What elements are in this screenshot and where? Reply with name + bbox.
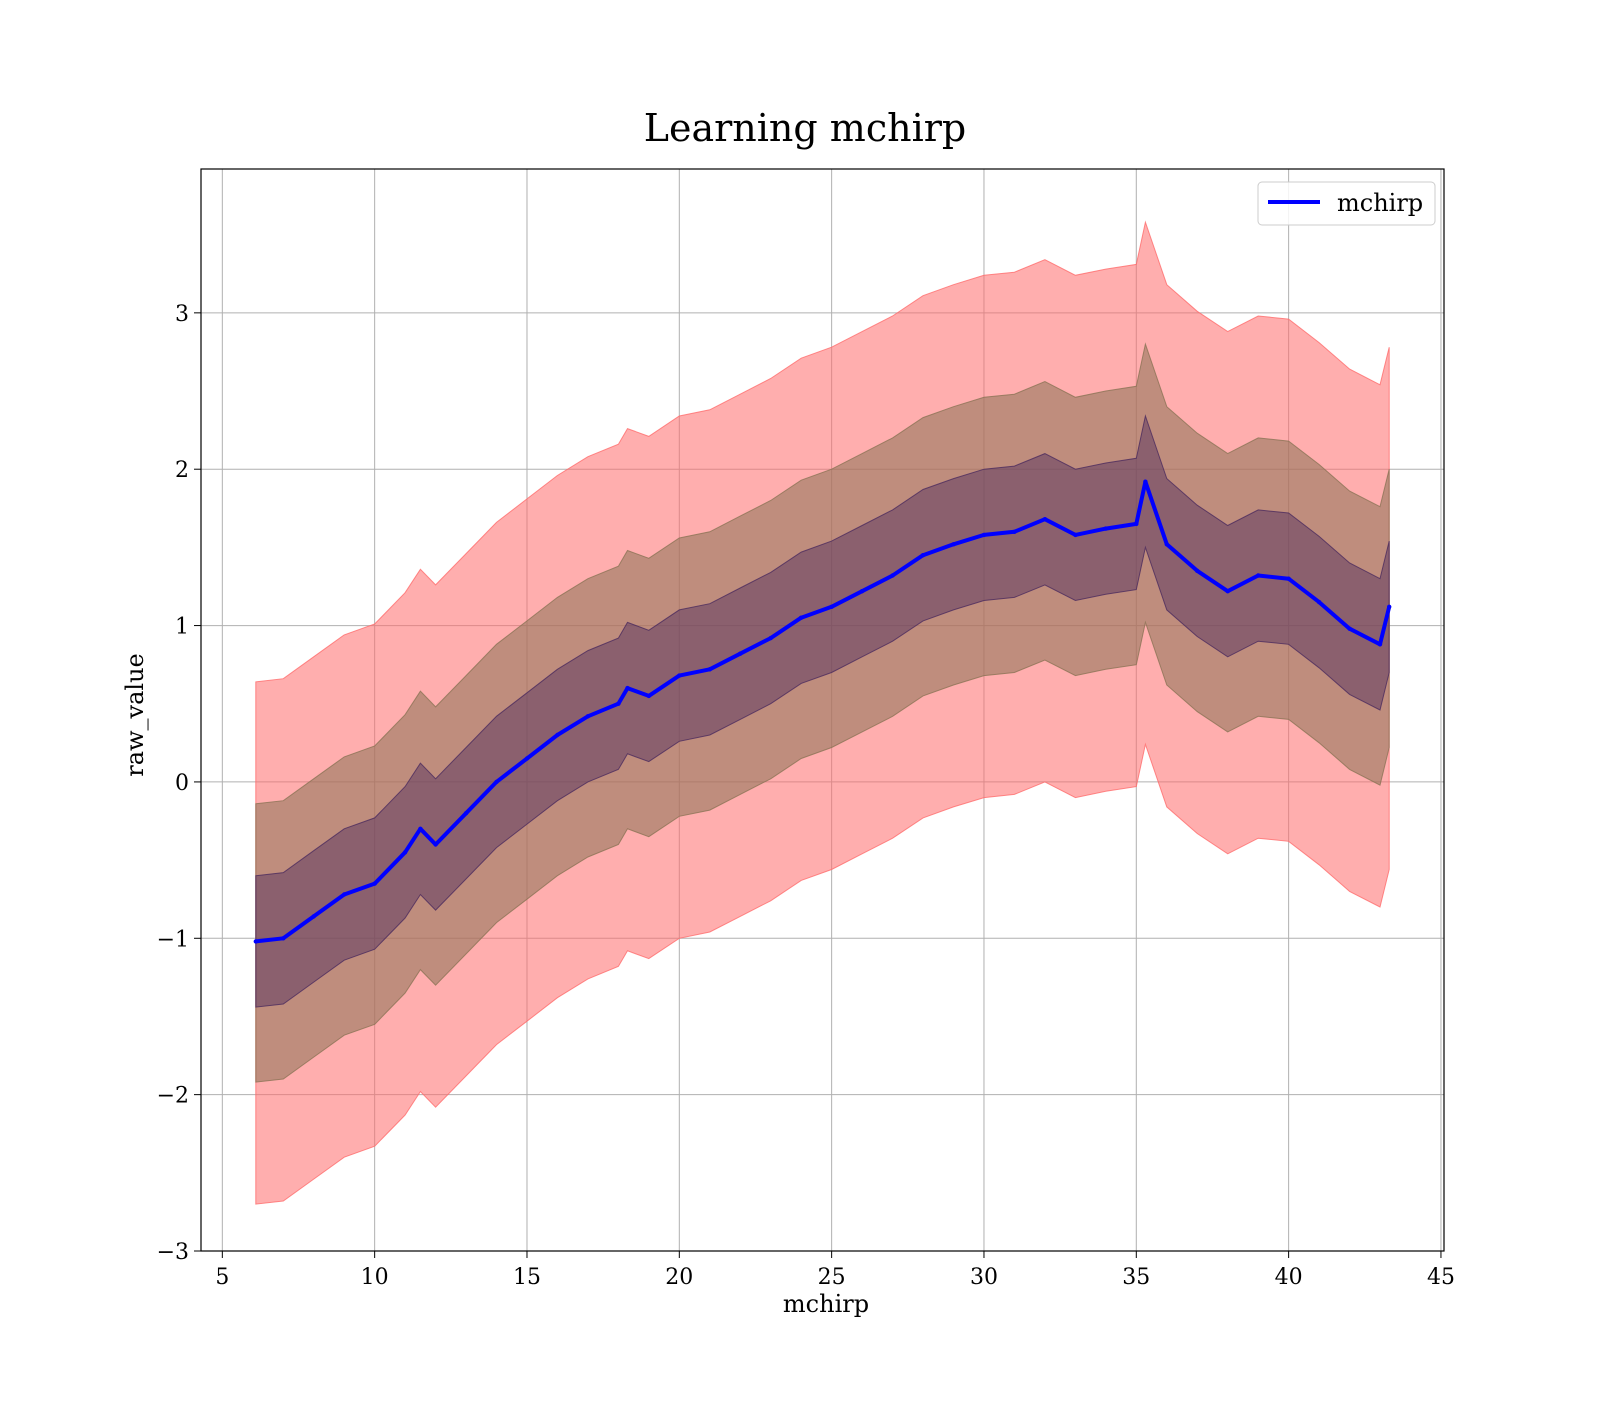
data-point — [463, 811, 469, 816]
x-tick-label: 5 — [215, 1265, 229, 1290]
x-tick-label: 25 — [818, 1265, 846, 1290]
legend-label-mchirp: mchirp — [1337, 189, 1423, 217]
y-tick-label: −1 — [157, 927, 189, 952]
data-point — [1377, 642, 1383, 647]
data-point — [768, 635, 773, 641]
data-point — [707, 667, 712, 672]
plot-frame — [200, 168, 1445, 1252]
data-point — [524, 756, 530, 761]
y-tick-label: −2 — [157, 1084, 189, 1109]
data-point — [1134, 521, 1139, 527]
data-point — [372, 881, 377, 886]
data-point — [433, 842, 438, 847]
data-point — [281, 936, 286, 941]
confidence-bands — [255, 220, 1390, 1205]
y-tick-label: 2 — [175, 458, 189, 483]
chart-title: Learning mchirp — [644, 106, 966, 150]
y-tick-label: 3 — [175, 302, 189, 327]
y-axis-ticks: −3 −2 −1 0 1 2 3 — [157, 302, 201, 1265]
legend: mchirp — [1257, 181, 1436, 226]
data-point — [677, 673, 682, 678]
data-point — [951, 542, 956, 547]
data-point — [1316, 599, 1322, 605]
data-point — [253, 939, 258, 944]
y-tick-label: −3 — [157, 1240, 189, 1265]
data-point — [799, 615, 804, 620]
series-line-mchirp — [255, 479, 1392, 944]
data-point — [1256, 573, 1261, 578]
y-axis-label: raw_value — [121, 653, 149, 777]
data-point — [890, 573, 895, 578]
y-tick-label: 1 — [175, 615, 189, 640]
data-point — [1164, 542, 1170, 547]
data-point — [1195, 568, 1200, 573]
x-tick-label: 40 — [1275, 1265, 1303, 1290]
data-point — [1103, 526, 1109, 531]
legend-box — [1257, 181, 1436, 226]
data-point — [1387, 604, 1392, 609]
data-point — [981, 532, 987, 538]
data-point — [646, 693, 651, 699]
data-point — [585, 714, 591, 719]
data-point — [616, 701, 621, 706]
data-point — [555, 732, 560, 738]
data-point — [402, 850, 408, 855]
data-point — [418, 826, 423, 831]
data-point — [342, 892, 347, 897]
data-point — [311, 914, 316, 919]
x-tick-label: 30 — [970, 1265, 998, 1290]
x-tick-label: 35 — [1122, 1265, 1150, 1290]
data-point — [1042, 517, 1048, 522]
x-axis-ticks: 5 10 15 20 25 30 35 40 45 — [215, 1251, 1455, 1290]
data-point — [1073, 532, 1078, 538]
x-tick-label: 45 — [1427, 1265, 1455, 1290]
x-axis-label: mchirp — [783, 1290, 869, 1318]
x-tick-label: 15 — [513, 1265, 541, 1290]
data-point — [494, 779, 499, 785]
x-tick-label: 10 — [361, 1265, 389, 1290]
data-point — [1143, 479, 1148, 484]
data-point — [920, 553, 926, 558]
y-tick-label: 0 — [175, 771, 189, 796]
data-point — [829, 604, 834, 609]
data-point — [1225, 589, 1230, 594]
band-inner — [255, 414, 1390, 1008]
series-lines — [253, 479, 1392, 944]
data-point — [1012, 529, 1017, 534]
data-point — [1286, 576, 1291, 581]
data-point — [1347, 626, 1352, 631]
data-point — [625, 685, 630, 691]
data-point — [859, 589, 865, 594]
x-tick-label: 20 — [665, 1265, 693, 1290]
data-point — [738, 651, 743, 656]
